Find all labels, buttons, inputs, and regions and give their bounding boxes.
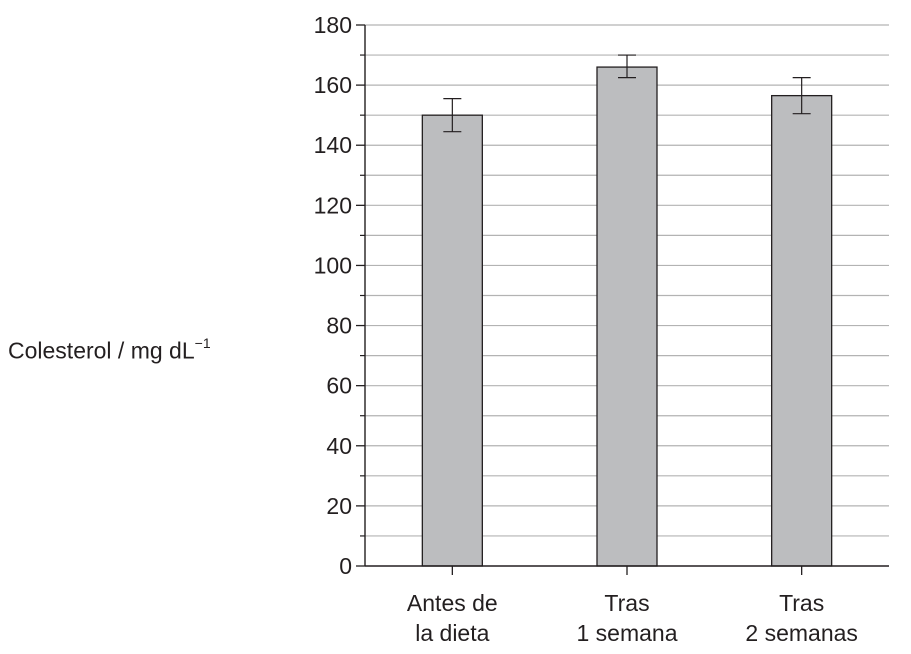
y-tick-label: 0 [339, 553, 352, 579]
y-tick-label: 60 [326, 373, 352, 399]
bar [421, 114, 483, 567]
y-tick-label: 140 [314, 132, 352, 158]
x-tick-label-line: la dieta [415, 620, 489, 646]
x-tick-label-line: Tras [779, 590, 824, 616]
y-axis-label-superscript: −1 [194, 335, 211, 351]
x-tick-label: Tras 2 semanas [745, 590, 858, 646]
bar [596, 66, 658, 567]
x-tick-label: Tras 1 semana [576, 590, 677, 646]
y-tick-label: 180 [314, 12, 352, 38]
y-tick-label: 100 [314, 252, 352, 278]
y-tick-label: 80 [326, 313, 352, 339]
y-axis-label-text: Colesterol / mg dL [8, 337, 195, 364]
bar [771, 94, 833, 567]
x-tick-label: Antes de la dieta [407, 590, 498, 646]
y-tick-label: 120 [314, 192, 352, 218]
x-tick-label-line: 1 semana [576, 620, 677, 646]
y-axis-label: Colesterol / mg dL−1 [8, 335, 211, 365]
x-tick-label-line: 2 semanas [745, 620, 858, 646]
y-tick-label: 40 [326, 433, 352, 459]
y-tick-label: 20 [326, 493, 352, 519]
x-tick-label-line: Tras [604, 590, 649, 616]
y-tick-label: 160 [314, 72, 352, 98]
x-tick-label-line: Antes de [407, 590, 498, 616]
